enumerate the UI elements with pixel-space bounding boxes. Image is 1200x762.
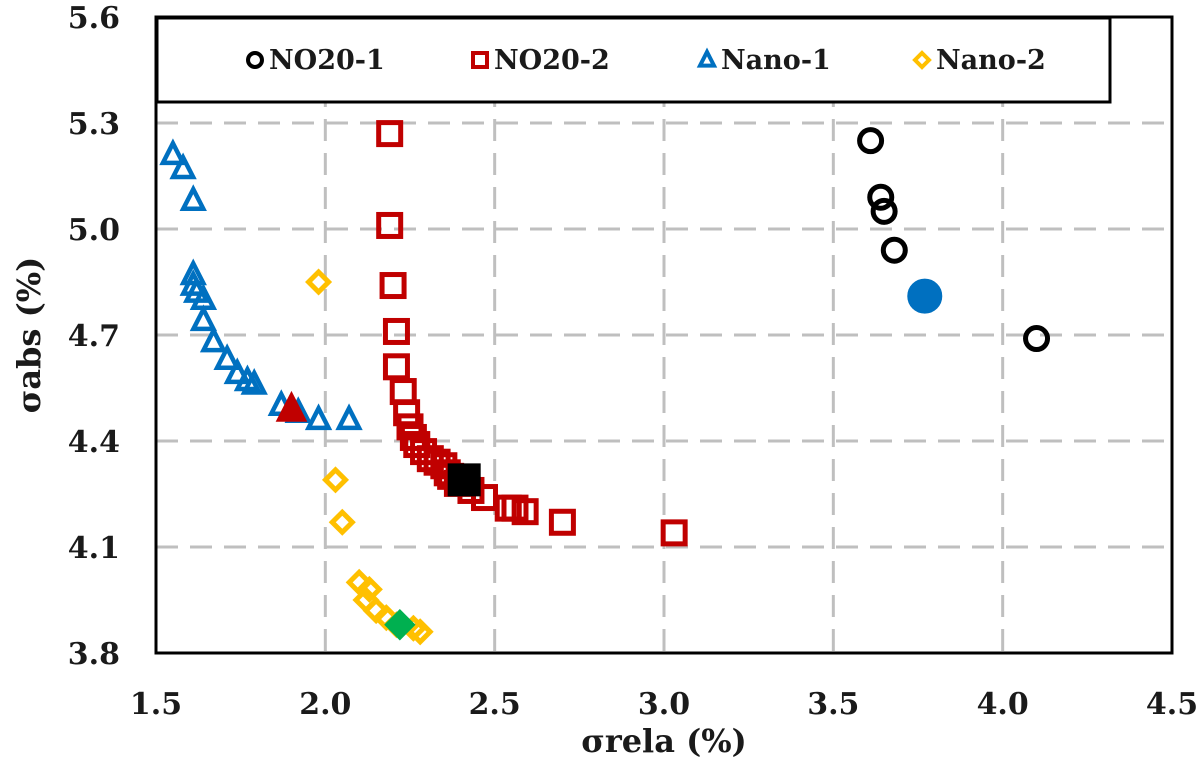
- x-tick-label: 2.5: [469, 687, 521, 722]
- legend-marker: [912, 50, 932, 70]
- data-point: [416, 445, 444, 473]
- data-point: [355, 575, 383, 603]
- legend-item-nano-1: Nano-1: [696, 45, 831, 76]
- legend-item-no20-2: NO20-2: [471, 45, 610, 76]
- x-tick-label: 4.5: [1146, 687, 1198, 722]
- data-point: [159, 138, 187, 166]
- series-nano-1: [159, 138, 363, 431]
- y-tick-label: 5.3: [68, 107, 120, 142]
- legend-label: NO20-1: [269, 45, 385, 76]
- legend-item-nano-2: Nano-2: [912, 45, 1046, 76]
- data-point: [305, 268, 333, 296]
- data-point: [240, 368, 268, 395]
- data-point: [867, 183, 895, 211]
- data-point: [379, 272, 407, 300]
- data-point: [304, 403, 333, 431]
- highlight-point: [447, 463, 481, 497]
- series-no20-2: [376, 120, 688, 547]
- legend-marker: [696, 47, 718, 68]
- y-tick-label: 5.6: [68, 1, 120, 36]
- data-point: [223, 357, 251, 385]
- data-point: [328, 508, 356, 536]
- y-tick-label: 4.7: [68, 319, 120, 354]
- data-point: [382, 317, 410, 345]
- data-point: [189, 304, 218, 332]
- data-point: [548, 508, 576, 536]
- highlight-point: [907, 278, 943, 314]
- x-axis-title: σrela (%): [581, 722, 747, 760]
- y-tick-label: 4.1: [68, 531, 120, 566]
- x-tick-label: 4.0: [977, 687, 1029, 722]
- data-point: [199, 325, 228, 353]
- data-point: [870, 197, 898, 225]
- y-tick-label: 3.8: [68, 637, 120, 672]
- data-point: [321, 466, 350, 494]
- data-point: [660, 519, 688, 547]
- data-point: [179, 184, 207, 212]
- highlight-point: [275, 390, 308, 422]
- data-point: [169, 152, 197, 180]
- x-tick-label: 3.0: [638, 687, 690, 722]
- data-point: [880, 236, 908, 264]
- data-point: [213, 343, 241, 371]
- y-tick-label: 5.0: [68, 213, 120, 248]
- data-point: [335, 403, 363, 431]
- highlight-points: [275, 278, 943, 641]
- legend-box: [155, 16, 1112, 104]
- data-point: [857, 127, 885, 155]
- legend-label: Nano-1: [721, 45, 831, 76]
- x-tick-label: 2.0: [299, 687, 351, 722]
- highlight-point: [384, 609, 416, 641]
- x-tick-label: 3.5: [807, 687, 859, 722]
- x-tick-labels: 1.5 2.0 2.5 3.0 3.5 4.0 4.5: [130, 687, 1198, 722]
- data-point: [403, 431, 431, 459]
- legend-label: NO20-2: [494, 45, 610, 76]
- data-point: [382, 353, 410, 381]
- legend-item-no20-1: NO20-1: [246, 45, 385, 76]
- data-series: [159, 120, 1051, 646]
- data-point: [393, 399, 421, 427]
- legend-marker: [471, 51, 489, 69]
- gridlines: [156, 17, 1172, 653]
- data-point: [376, 211, 404, 239]
- data-point: [406, 618, 434, 646]
- y-tick-label: 4.4: [68, 425, 120, 460]
- legend: NO20-1 NO20-2 Nano-1 Nano-2: [155, 16, 1112, 104]
- series-nano-2: [305, 268, 434, 646]
- legend-label: Nano-2: [936, 45, 1046, 76]
- y-axis-title: σabs (%): [10, 257, 48, 414]
- data-point: [1023, 325, 1051, 353]
- data-point: [511, 498, 539, 526]
- x-tick-label: 1.5: [130, 687, 182, 722]
- series-no20-1: [857, 127, 1051, 353]
- legend-marker: [246, 51, 264, 69]
- y-tick-labels: 3.8 4.1 4.4 4.7 5.0 5.3 5.6: [68, 1, 120, 672]
- data-point: [376, 120, 404, 148]
